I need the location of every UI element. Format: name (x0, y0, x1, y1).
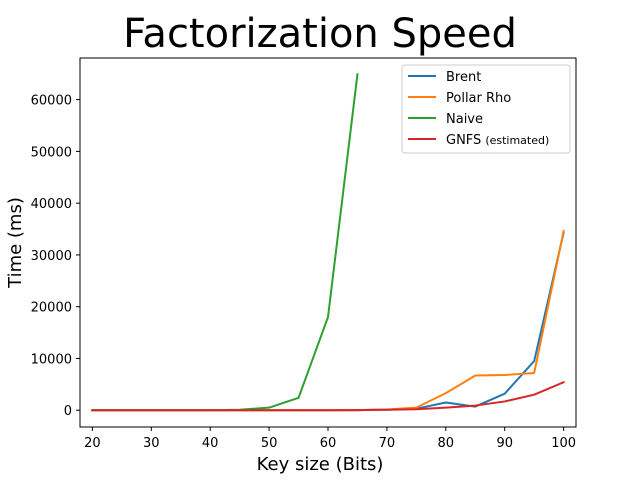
y-axis-label: Time (ms) (5, 197, 26, 289)
series-line-2 (91, 73, 359, 412)
x-axis: 20 30 40 50 60 70 80 90 100 (84, 427, 576, 451)
x-tick-label-7: 90 (496, 436, 513, 451)
x-tick-label-2: 40 (202, 436, 219, 451)
legend-label-3: GNFS (estimated) (446, 133, 549, 148)
x-axis-label: Key size (Bits) (257, 454, 384, 475)
legend-box (401, 64, 571, 154)
x-tick-label-5: 70 (379, 436, 396, 451)
y-tick-label-0: 0 (64, 404, 72, 419)
series-line-0 (91, 231, 565, 412)
y-tick-label-4: 40000 (31, 197, 72, 212)
series-line-1 (91, 229, 565, 412)
y-axis: 0 10000 20000 30000 40000 50000 60000 (31, 94, 80, 419)
y-tick-label-6: 60000 (31, 94, 72, 109)
x-tick-label-0: 20 (84, 436, 101, 451)
x-tick-label-3: 50 (261, 436, 278, 451)
legend-label-suffix-3: (estimated) (485, 134, 549, 147)
x-tick-label-6: 80 (438, 436, 455, 451)
series-line-3 (91, 380, 565, 412)
legend-label-2: Naive (446, 112, 483, 127)
legend-label-0: Brent (446, 70, 481, 85)
x-tick-label-8: 100 (551, 436, 576, 451)
series-layer (91, 73, 565, 412)
y-tick-label-3: 30000 (31, 249, 72, 264)
x-tick-label-4: 60 (320, 436, 337, 451)
y-tick-label-1: 10000 (31, 352, 72, 367)
chart-title: Factorization Speed (123, 11, 517, 57)
x-tick-label-1: 30 (143, 436, 160, 451)
y-tick-label-2: 20000 (31, 301, 72, 316)
legend-label-1: Pollar Rho (446, 91, 511, 106)
y-tick-label-5: 50000 (31, 145, 72, 160)
legend: Brent Pollar Rho Naive GNFS (estimated) (401, 64, 571, 154)
